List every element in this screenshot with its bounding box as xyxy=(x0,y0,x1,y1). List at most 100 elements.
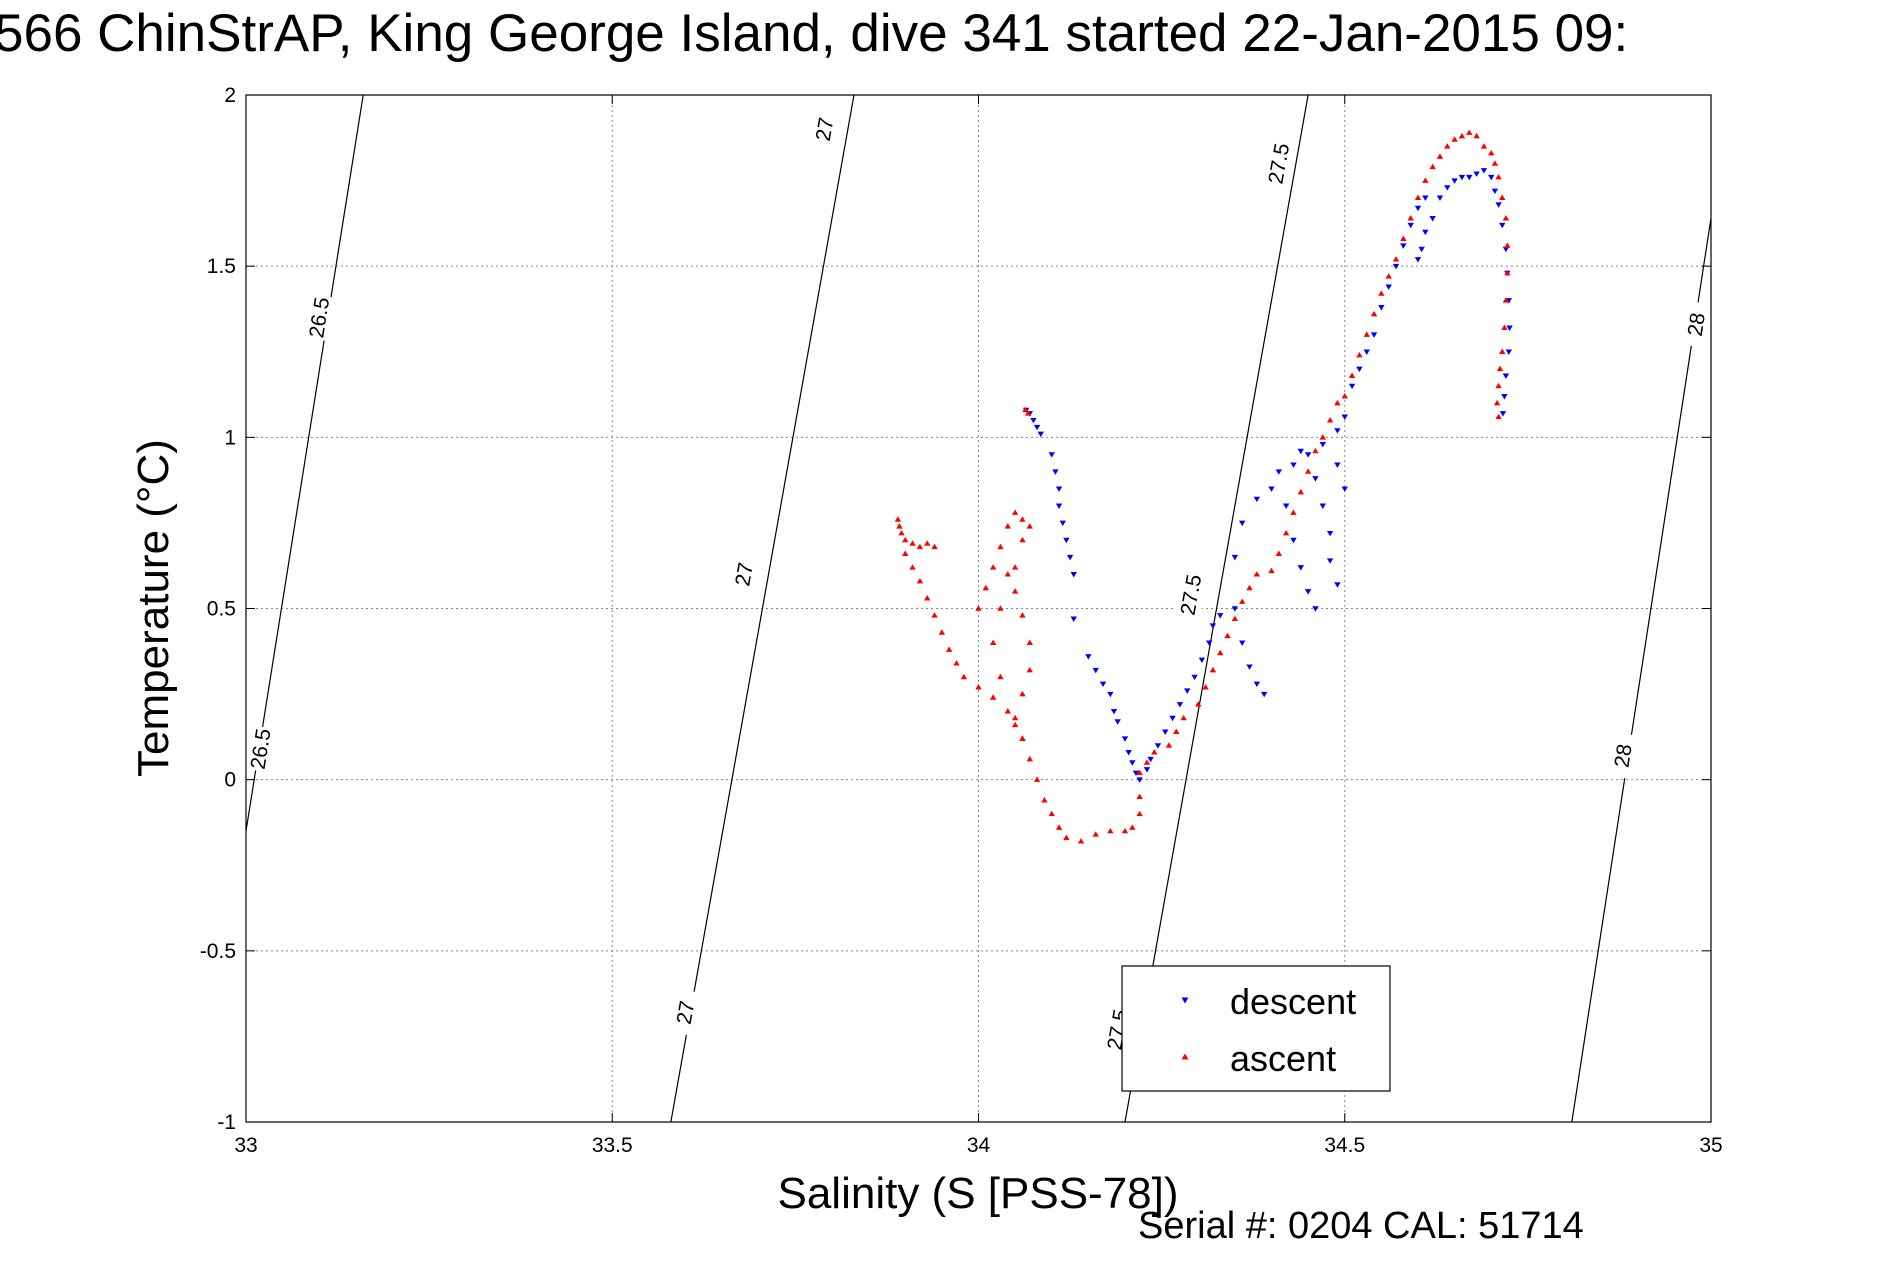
data-point-descent xyxy=(1085,654,1092,660)
data-point-descent xyxy=(1392,263,1400,270)
legend-marker-descent xyxy=(1181,997,1189,1004)
data-point-ascent xyxy=(1180,714,1187,721)
data-point-descent xyxy=(1451,178,1458,184)
data-point-descent xyxy=(1499,222,1506,229)
density-contour-line xyxy=(1571,218,1711,1122)
data-point-ascent xyxy=(931,612,938,618)
data-point-descent xyxy=(1092,667,1099,674)
data-point-ascent xyxy=(1414,194,1422,200)
data-point-ascent xyxy=(1422,177,1429,183)
data-point-descent xyxy=(1334,582,1341,588)
contour-label-bg xyxy=(302,293,336,342)
data-point-descent xyxy=(1282,503,1290,509)
data-point-descent xyxy=(1502,373,1510,379)
x-tick-label: 34.5 xyxy=(1324,1134,1365,1157)
legend: descent ascent xyxy=(1121,965,1391,1092)
x-tick-label: 33.5 xyxy=(592,1134,633,1157)
data-point-ascent xyxy=(1019,612,1026,618)
data-point-descent xyxy=(1110,708,1118,715)
data-point-descent xyxy=(1414,205,1422,212)
data-point-ascent xyxy=(909,540,916,546)
data-point-ascent xyxy=(1451,136,1458,142)
data-point-ascent xyxy=(1011,588,1019,594)
data-point-ascent xyxy=(1055,824,1063,830)
data-point-ascent xyxy=(1319,434,1326,440)
data-point-descent xyxy=(1030,417,1037,424)
data-point-descent xyxy=(1436,195,1444,201)
series-ascent xyxy=(894,129,1511,844)
data-point-ascent xyxy=(997,605,1004,611)
data-point-descent xyxy=(1260,691,1268,698)
data-point-ascent xyxy=(960,673,968,680)
data-point-descent xyxy=(1268,486,1275,492)
data-point-descent xyxy=(1400,243,1407,249)
data-point-ascent xyxy=(1239,598,1246,604)
data-point-descent xyxy=(1070,572,1077,578)
data-point-ascent xyxy=(1063,834,1070,841)
data-point-descent xyxy=(1378,305,1385,311)
data-point-ascent xyxy=(1392,256,1400,262)
data-point-ascent xyxy=(1202,684,1209,690)
data-point-descent xyxy=(1407,222,1414,229)
data-point-ascent xyxy=(1502,297,1510,303)
data-point-ascent xyxy=(1297,488,1304,495)
data-point-ascent xyxy=(1407,215,1414,221)
data-point-descent xyxy=(1505,349,1513,355)
x-tick-label: 34 xyxy=(967,1134,991,1157)
data-point-ascent xyxy=(989,694,997,700)
legend-marker-ascent xyxy=(1181,1053,1189,1060)
contour-label-bg xyxy=(1174,570,1208,619)
data-point-ascent xyxy=(953,660,960,666)
density-contours xyxy=(246,95,1711,1122)
data-point-ascent xyxy=(1136,769,1143,776)
data-point-ascent xyxy=(1231,615,1239,622)
data-point-descent xyxy=(1495,202,1502,208)
x-axis-label: Salinity (S [PSS-78]) xyxy=(777,1169,1178,1218)
data-point-ascent xyxy=(989,564,997,570)
data-point-ascent xyxy=(902,536,909,543)
data-point-ascent xyxy=(1378,290,1385,296)
data-point-descent xyxy=(1132,770,1140,777)
contour-label-bg xyxy=(1262,139,1296,188)
data-point-ascent xyxy=(1480,143,1488,149)
y-tick-label: 1.5 xyxy=(207,255,236,278)
data-point-ascent xyxy=(1033,776,1041,782)
data-point-ascent xyxy=(1495,173,1502,180)
x-tick-label: 33 xyxy=(234,1134,257,1157)
data-point-descent xyxy=(1063,537,1070,544)
data-point-descent xyxy=(1231,606,1239,612)
data-point-descent xyxy=(1319,441,1326,448)
y-tick-label: -0.5 xyxy=(200,940,236,963)
data-point-ascent xyxy=(1499,348,1506,354)
data-point-ascent xyxy=(1019,516,1026,522)
data-point-descent xyxy=(1312,476,1319,482)
data-point-ascent xyxy=(1488,149,1495,156)
data-point-ascent xyxy=(1165,742,1173,748)
contour-label-bg xyxy=(808,105,842,154)
contour-label-bg xyxy=(1606,731,1640,780)
data-point-ascent xyxy=(1143,759,1151,765)
data-point-descent xyxy=(1488,174,1495,181)
data-point-descent xyxy=(1326,530,1334,537)
data-point-ascent xyxy=(1356,351,1363,358)
data-point-descent xyxy=(1414,257,1422,263)
data-point-ascent xyxy=(1499,194,1506,200)
serial-footer: Serial #: 0204 CAL: 51714 xyxy=(1138,1205,1584,1247)
data-point-descent xyxy=(1033,424,1041,431)
data-point-ascent xyxy=(1502,215,1510,221)
density-contour-line xyxy=(670,95,855,1122)
data-point-descent xyxy=(1422,195,1429,201)
data-point-descent xyxy=(1341,414,1348,420)
data-point-descent xyxy=(1253,681,1261,688)
data-point-ascent xyxy=(924,540,931,546)
grid-lines xyxy=(246,95,1711,1122)
data-point-descent xyxy=(1176,702,1184,708)
data-point-ascent xyxy=(1004,571,1011,577)
data-point-descent xyxy=(1206,640,1213,646)
data-point-descent xyxy=(1055,503,1063,509)
data-point-ascent xyxy=(1107,827,1114,834)
contour-label: 27 xyxy=(812,116,839,143)
data-point-ascent xyxy=(1224,632,1231,639)
data-point-descent xyxy=(1059,520,1066,527)
